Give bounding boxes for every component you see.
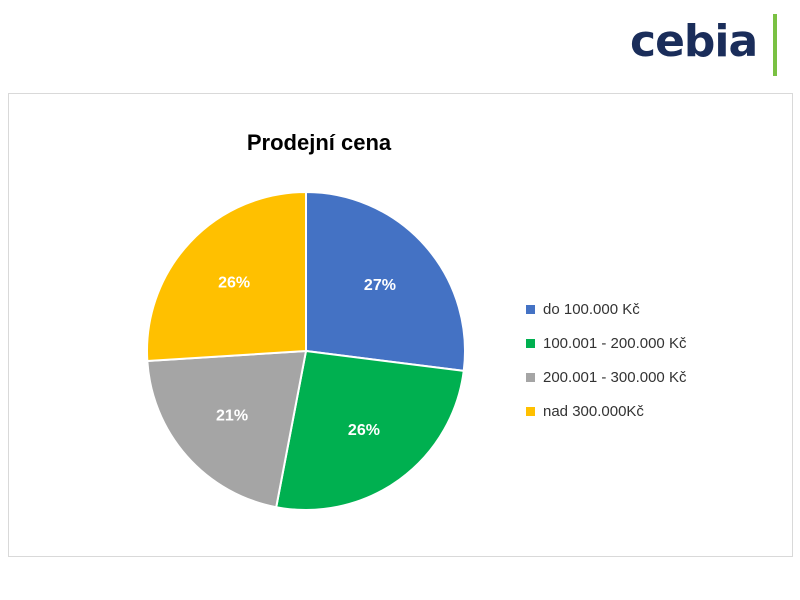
legend-item-0: do 100.000 Kč [526, 292, 686, 326]
legend-label: 200.001 - 300.000 Kč [543, 368, 687, 386]
legend-item-3: nad 300.000Kč [526, 394, 686, 428]
legend-swatch [526, 406, 535, 416]
chart-frame: Prodejní cena 27% 26% 21% 26% do 100.000 Kč… [8, 93, 793, 557]
pie-slice-3 [146, 190, 307, 363]
legend-swatch [526, 304, 535, 314]
legend-label: do 100.000 Kč [543, 300, 640, 318]
pie-slice-2 [146, 349, 308, 509]
pie-chart: 27% 26% 21% 26% [146, 190, 466, 511]
legend-swatch [526, 338, 535, 348]
legend-swatch [526, 372, 535, 382]
pie-slice-label-2: 21% [216, 407, 248, 424]
pie-slice-1 [275, 349, 465, 511]
chart-title: Prodejní cena [246, 130, 392, 155]
pie-slice-label-0: 27% [364, 277, 396, 294]
legend-item-2: 200.001 - 300.000 Kč [526, 360, 686, 394]
pie-slice-label-3: 26% [218, 275, 250, 292]
pie-slice-label-1: 26% [348, 422, 380, 439]
logo-divider-bar [773, 14, 777, 76]
chart-legend: do 100.000 Kč 100.001 - 200.000 Kč 200.001… [526, 292, 686, 428]
cebia-logo: cebia [630, 16, 758, 67]
pie-slice-0 [305, 190, 466, 373]
legend-item-1: 100.001 - 200.000 Kč [526, 326, 686, 360]
legend-label: 100.001 - 200.000 Kč [543, 334, 687, 352]
legend-label: nad 300.000Kč [543, 402, 644, 420]
